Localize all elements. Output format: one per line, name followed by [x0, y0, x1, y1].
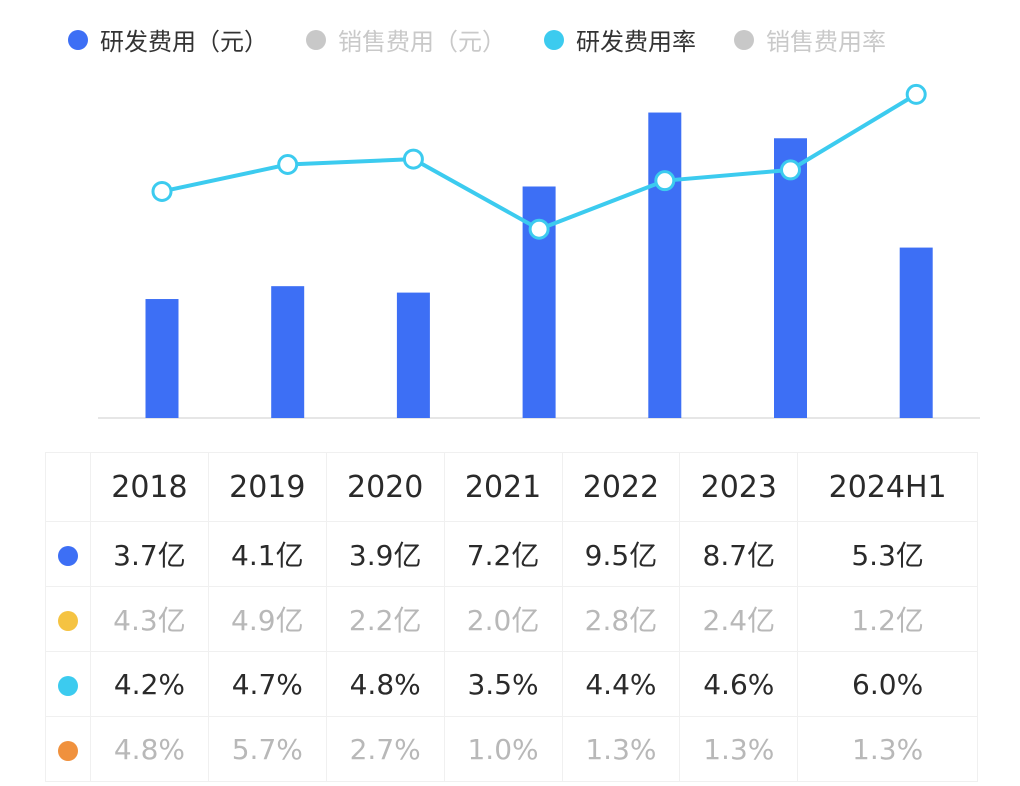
table-row: 4.2% 4.7% 4.8% 3.5% 4.4% 4.6% 6.0%: [45, 651, 978, 717]
legend-dot-icon: [68, 29, 88, 50]
table-cell: 4.1亿: [207, 521, 327, 587]
table-cell: 2.0亿: [443, 586, 563, 652]
table-cell: 5.7%: [207, 716, 327, 782]
rd-rate-point-2022[interactable]: [654, 170, 676, 192]
legend-dot-icon: [734, 29, 754, 50]
legend-item-sales-expense[interactable]: 销售费用（元）: [306, 22, 506, 57]
table-header-cell: 2018: [90, 452, 209, 522]
table-header-cell: 2024H1: [797, 452, 978, 522]
table-cell: 3.7亿: [90, 521, 209, 587]
table-cell: 2.7%: [325, 716, 445, 782]
bar-2020[interactable]: [396, 292, 430, 418]
bar-2018[interactable]: [145, 299, 179, 418]
table-cell: 9.5亿: [561, 521, 681, 587]
table-cell: 4.2%: [90, 651, 209, 717]
legend-item-rd-rate[interactable]: 研发费用率: [544, 22, 696, 57]
table-cell: 4.8%: [325, 651, 445, 717]
table-header-cell: 2020: [325, 452, 445, 522]
chart-plot: [98, 83, 980, 419]
table-cell: 4.9亿: [207, 586, 327, 652]
table-header-cell: 2019: [207, 452, 327, 522]
row-marker-cell: [45, 651, 91, 717]
legend-label: 研发费用（元）: [100, 28, 268, 56]
table-cell: 1.3%: [797, 716, 978, 782]
bar-2024H1[interactable]: [899, 247, 933, 418]
chart-legend: 研发费用（元） 销售费用（元） 研发费用率 销售费用率: [68, 22, 924, 57]
bar-2019[interactable]: [271, 286, 305, 418]
table-cell: 7.2亿: [443, 521, 563, 587]
row-marker-cell: [45, 586, 91, 652]
table-cell: 3.5%: [443, 651, 563, 717]
series-dot-icon: [58, 545, 78, 566]
table-cell: 1.0%: [443, 716, 563, 782]
legend-dot-icon: [544, 29, 564, 50]
series-dot-icon: [58, 610, 78, 631]
table-cell: 2.2亿: [325, 586, 445, 652]
table-header-cell: 2021: [443, 452, 563, 522]
legend-item-sales-rate[interactable]: 销售费用率: [734, 22, 886, 57]
table-cell: 2.8亿: [561, 586, 681, 652]
series-dot-icon: [58, 740, 78, 761]
rd-rate-point-2020[interactable]: [402, 148, 424, 170]
table-cell: 4.8%: [90, 716, 209, 782]
table-row: 4.8% 5.7% 2.7% 1.0% 1.3% 1.3% 1.3%: [45, 716, 978, 782]
bar-2023[interactable]: [774, 138, 807, 418]
table-cell: 1.3%: [679, 716, 799, 782]
table-cell: 3.9亿: [325, 521, 445, 587]
table-cell: 2.4亿: [679, 586, 799, 652]
series-dot-icon: [58, 675, 78, 696]
table-header-cell: 2022: [561, 452, 681, 522]
table-cell: 4.7%: [207, 651, 327, 717]
table-cell: 5.3亿: [797, 521, 978, 587]
legend-dot-icon: [306, 29, 326, 50]
table-cell: 4.3亿: [90, 586, 209, 652]
table-header-row: 2018 2019 2020 2021 2022 2023 2024H1: [45, 452, 978, 522]
legend-label: 销售费用率: [766, 28, 886, 56]
table-row: 4.3亿 4.9亿 2.2亿 2.0亿 2.8亿 2.4亿 1.2亿: [45, 586, 978, 652]
rd-rate-point-2021[interactable]: [528, 218, 550, 240]
table-header-cell: 2023: [679, 452, 799, 522]
rd-rate-point-2018[interactable]: [151, 180, 173, 202]
legend-label: 研发费用率: [576, 28, 696, 56]
table-cell: 4.4%: [561, 651, 681, 717]
table-cell: 8.7亿: [679, 521, 799, 587]
rd-rate-point-2023[interactable]: [780, 159, 801, 181]
table-row: 3.7亿 4.1亿 3.9亿 7.2亿 9.5亿 8.7亿 5.3亿: [45, 521, 978, 587]
legend-label: 销售费用（元）: [338, 28, 506, 56]
rd-rate-point-2024H1[interactable]: [905, 83, 927, 105]
rd-rate-point-2019[interactable]: [277, 154, 299, 176]
bar-2022[interactable]: [648, 112, 682, 419]
data-table: 2018 2019 2020 2021 2022 2023 2024H1 3.7亿 4.1亿 3…: [45, 452, 978, 782]
table-cell: 1.3%: [561, 716, 681, 782]
row-marker-cell: [45, 521, 91, 587]
row-marker-cell: [45, 716, 91, 782]
table-cell: 1.2亿: [797, 586, 978, 652]
legend-item-rd-expense[interactable]: 研发费用（元）: [68, 22, 268, 57]
table-cell: 6.0%: [797, 651, 978, 717]
table-cell: 4.6%: [679, 651, 799, 717]
table-corner-cell: [45, 452, 91, 522]
